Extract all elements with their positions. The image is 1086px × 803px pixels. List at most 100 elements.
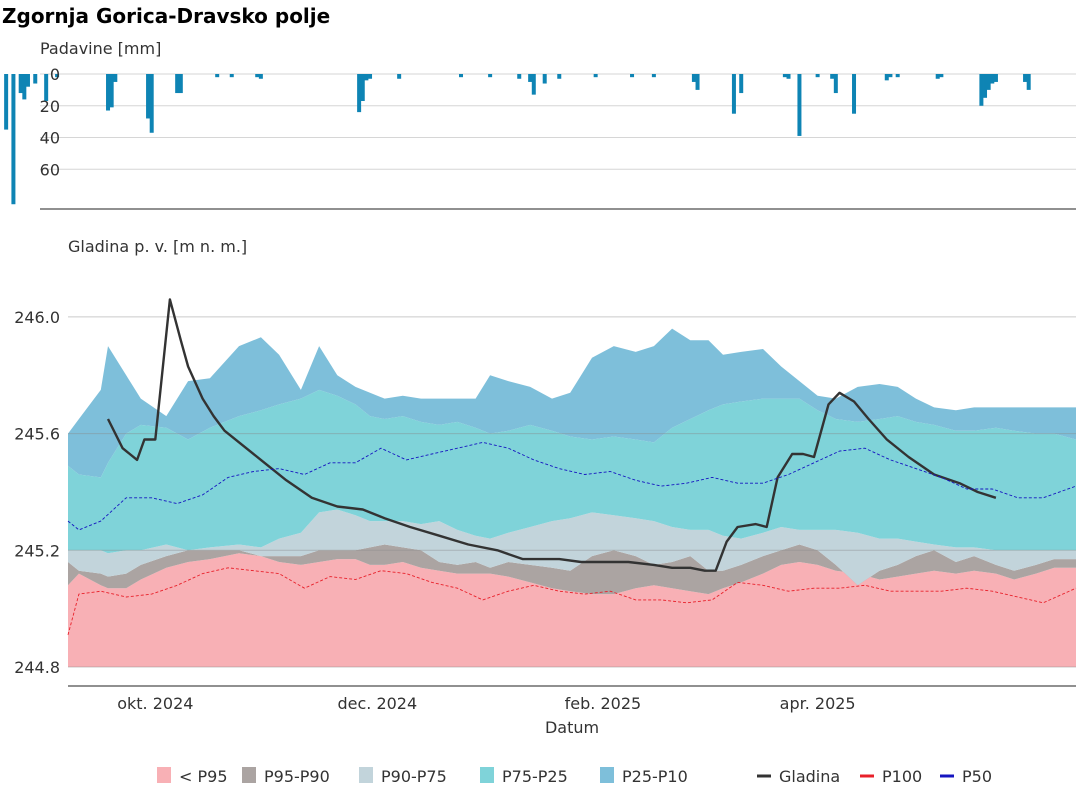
precip-bar xyxy=(935,74,940,79)
precip-bars xyxy=(4,74,1031,205)
legend-swatch xyxy=(157,767,171,783)
precip-bar xyxy=(782,74,787,78)
legend-label: P25-P10 xyxy=(622,767,688,786)
band-p95 xyxy=(68,553,1076,667)
gw-y-axis-title: Gladina p. v. [m n. m.] xyxy=(68,237,247,256)
precip-bar xyxy=(815,74,820,78)
precip-bar xyxy=(4,74,9,130)
legend-swatch xyxy=(242,767,256,783)
series-line-gladina xyxy=(106,298,997,572)
gw-percentile-bands xyxy=(68,328,1076,667)
gw-y-tick-label: 245.6 xyxy=(14,425,60,444)
legend-label: P100 xyxy=(882,767,922,786)
precip-bar xyxy=(22,74,27,100)
legend: < P95 P95-P90 P90-P75 P75-P25 P25-P10 Gladina… xyxy=(157,767,992,786)
legend-label: P90-P75 xyxy=(381,767,447,786)
precip-bar xyxy=(531,74,536,95)
gw-y-tick-label: 246.0 xyxy=(14,308,60,327)
precip-bar xyxy=(888,74,893,78)
precip-y-tick-label: 40 xyxy=(40,129,60,148)
precip-bar xyxy=(44,74,49,101)
gw-x-tick-label: dec. 2024 xyxy=(337,694,417,713)
gw-series-lines xyxy=(67,298,1077,636)
precip-bar xyxy=(990,74,995,84)
band-p95-p90 xyxy=(68,544,1076,595)
gw-x-ticks: okt. 2024 dec. 2024 feb. 2025 apr. 2025 xyxy=(117,694,855,713)
precip-bar xyxy=(488,74,493,78)
precip-bar xyxy=(109,74,114,108)
precip-bar xyxy=(695,74,700,90)
precip-bar xyxy=(630,74,635,78)
precip-y-tick-label: 20 xyxy=(40,97,60,116)
series-line-p50 xyxy=(67,441,1077,531)
precip-bar xyxy=(364,74,369,81)
precip-y-tick-label: 0 xyxy=(50,65,60,84)
precip-bar xyxy=(517,74,522,79)
gw-y-tick-label: 245.2 xyxy=(14,541,60,560)
precip-bar xyxy=(542,74,547,84)
precip-bar xyxy=(106,74,111,111)
precip-bar xyxy=(884,74,889,81)
legend-label: Gladina xyxy=(779,767,840,786)
precip-bar xyxy=(229,74,234,78)
precip-bar xyxy=(33,74,38,84)
precip-bar xyxy=(593,74,598,78)
precip-bar xyxy=(786,74,791,79)
precip-bar xyxy=(852,74,857,114)
precip-bar xyxy=(1026,74,1031,90)
precip-bar xyxy=(11,74,16,205)
band-p90-p75 xyxy=(68,509,1076,586)
gw-x-axis-title: Datum xyxy=(545,718,599,737)
precip-bar xyxy=(368,74,373,79)
precip-bar xyxy=(146,74,151,119)
precip-bar xyxy=(731,74,736,114)
precip-bar xyxy=(833,74,838,94)
precip-bar xyxy=(25,74,30,87)
chart-title: Zgornja Gorica-Dravsko polje xyxy=(2,4,330,28)
precip-bar xyxy=(215,74,220,78)
precip-y-axis-title: Padavine [mm] xyxy=(40,39,161,58)
precip-bar xyxy=(939,74,944,78)
precip-bar xyxy=(528,74,533,82)
precip-bar xyxy=(557,74,562,79)
legend-swatch xyxy=(600,767,614,783)
precip-gridlines xyxy=(40,73,1076,170)
precip-y-ticks: 0 20 40 60 xyxy=(40,65,60,179)
precip-bar xyxy=(149,74,154,133)
gw-x-tick-label: feb. 2025 xyxy=(565,694,642,713)
precip-bar xyxy=(178,74,183,94)
precip-bar xyxy=(993,74,998,82)
precip-y-tick-label: 60 xyxy=(40,160,60,179)
legend-swatch xyxy=(480,767,494,783)
band-p25-p10 xyxy=(68,328,1076,478)
legend-swatch xyxy=(359,767,373,783)
precip-bar xyxy=(360,74,365,101)
precip-bar xyxy=(113,74,118,82)
precip-bar xyxy=(357,74,362,113)
precip-bar xyxy=(175,74,180,94)
gw-y-tick-label: 244.8 xyxy=(14,658,60,677)
precip-bar xyxy=(830,74,835,79)
precip-bar xyxy=(691,74,696,82)
legend-label: P75-P25 xyxy=(502,767,568,786)
precip-bar xyxy=(55,74,60,78)
precip-bar xyxy=(739,74,744,94)
legend-label: P50 xyxy=(962,767,992,786)
precip-bar xyxy=(797,74,802,136)
precip-bar xyxy=(983,74,988,98)
precip-bar xyxy=(1023,74,1028,82)
legend-label: P95-P90 xyxy=(264,767,330,786)
gw-y-ticks: 244.8 245.2 245.6 246.0 xyxy=(14,308,60,677)
precip-bar xyxy=(397,74,402,79)
gw-x-tick-label: apr. 2025 xyxy=(780,694,856,713)
precip-bar xyxy=(459,74,464,78)
gw-gridlines xyxy=(68,316,1076,668)
precip-bar xyxy=(979,74,984,106)
legend-label: < P95 xyxy=(179,767,228,786)
precip-bar xyxy=(986,74,991,90)
precip-bar xyxy=(895,74,900,78)
gw-x-tick-label: okt. 2024 xyxy=(117,694,193,713)
precip-bar xyxy=(255,74,260,78)
